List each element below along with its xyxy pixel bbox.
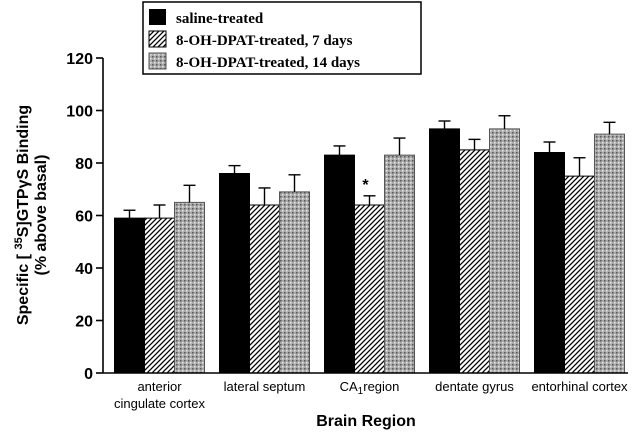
legend-item-14days: 8-OH-DPAT-treated, 14 days <box>148 52 360 71</box>
y-axis-title: Specific [ 35S]GTPγS Binding (% above ba… <box>13 105 50 325</box>
y-axis-title-line2: (% above basal) <box>33 155 50 276</box>
y-tick-label-0: 0 <box>84 366 93 383</box>
category-label-3-line-0: dentate gyrus <box>435 379 514 394</box>
bar-1-2 <box>279 191 310 374</box>
legend-item-saline: saline-treated <box>149 9 264 27</box>
legend-label-7days: 8-OH-DPAT-treated, 7 days <box>176 33 353 49</box>
bars <box>114 128 625 374</box>
y-tick-label-120: 120 <box>66 51 93 68</box>
bar-1-1 <box>249 204 280 374</box>
category-label-2-line-0: CA1region <box>340 379 400 397</box>
category-label-0-line-0: anterior <box>137 379 182 394</box>
legend-item-7days: 8-OH-DPAT-treated, 7 days <box>148 30 353 49</box>
category-label-4: entorhinal cortex <box>531 379 628 394</box>
annotations: * <box>362 177 369 194</box>
y-axis-title-line1-text: Specific [ <box>15 253 32 325</box>
y-tick-label-60: 60 <box>75 209 93 226</box>
category-label-rest: region <box>363 379 399 394</box>
bar-3-2 <box>489 128 520 374</box>
category-label-subscript: 1 <box>358 386 364 397</box>
category-label-0: anterior cingulate cortex <box>114 379 206 411</box>
category-label-2: CA1region <box>340 379 400 397</box>
bar-0-2 <box>174 201 205 374</box>
bar-0-0 <box>114 217 145 374</box>
bar-0-1 <box>144 217 175 374</box>
category-label-4-line-0: entorhinal cortex <box>531 379 628 394</box>
bar-3-0 <box>429 128 460 374</box>
y-axis-title-rest: S]GTPγS Binding <box>15 105 32 237</box>
legend: saline-treated 8-OH-DPAT-treated, 7 days… <box>142 1 422 75</box>
bar-4-0 <box>534 152 565 374</box>
legend-swatch-14days <box>148 52 167 70</box>
bar-2-0 <box>324 154 355 374</box>
legend-label-saline: saline-treated <box>176 11 264 27</box>
y-axis-title-superscript: 35 <box>13 237 25 249</box>
y-axis-ticks: 0 20 40 60 80 100 120 <box>66 51 103 383</box>
category-label-1: lateral septum <box>224 379 306 394</box>
category-label-1-line-0: lateral septum <box>224 379 306 394</box>
legend-swatch-saline <box>149 9 166 25</box>
bar-3-1 <box>459 149 490 374</box>
legend-box <box>142 1 422 75</box>
error-bars <box>123 115 616 219</box>
y-tick-label-80: 80 <box>75 156 93 173</box>
y-tick-label-20: 20 <box>75 314 93 331</box>
bar-4-1 <box>564 175 595 374</box>
category-label-3: dentate gyrus <box>435 379 514 394</box>
legend-swatch-7days <box>148 30 167 48</box>
legend-label-14days: 8-OH-DPAT-treated, 14 days <box>176 55 360 71</box>
y-axis-title-line1: Specific [ 35S]GTPγS Binding <box>13 105 32 325</box>
category-labels: anterior cingulate cortex lateral septum CA… <box>114 379 628 411</box>
significance-mark-0: * <box>362 177 369 194</box>
bar-4-2 <box>594 133 625 374</box>
bar-2-2 <box>384 154 415 374</box>
y-tick-label-100: 100 <box>66 104 93 121</box>
x-axis-title: Brain Region <box>316 413 416 430</box>
category-label-0-line-1: cingulate cortex <box>114 396 206 411</box>
bar-1-0 <box>219 173 250 374</box>
y-tick-label-40: 40 <box>75 261 93 278</box>
bar-2-1 <box>354 204 385 374</box>
